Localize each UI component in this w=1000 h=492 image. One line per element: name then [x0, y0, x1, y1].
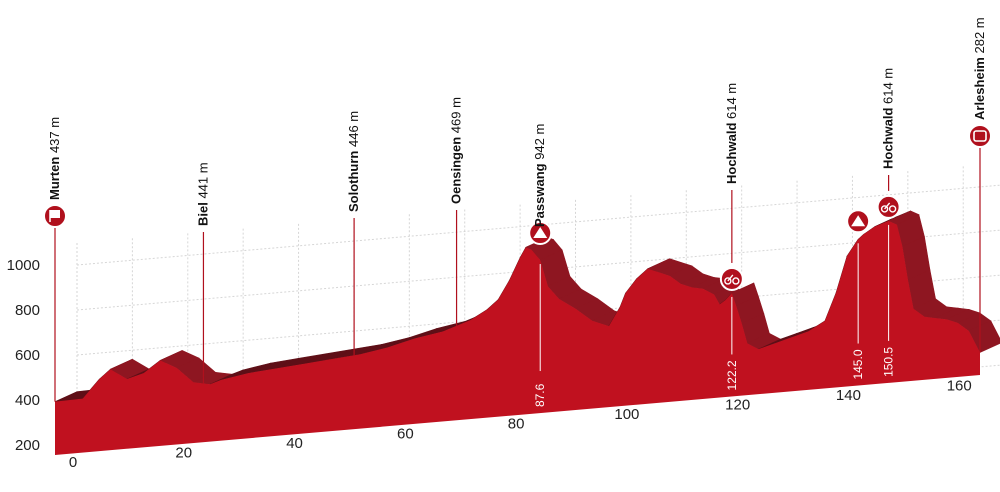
location-altitude: 469 m [449, 97, 464, 137]
location-altitude: 942 m [532, 124, 547, 164]
location-altitude: 437 m [47, 117, 62, 157]
sprint-bike-icon [876, 194, 901, 219]
mountain-shape [851, 215, 866, 227]
location-altitude: 614 m [881, 68, 896, 108]
location-label: Solothurn 446 m [346, 111, 361, 212]
y-tick-label: 1000 [7, 257, 40, 274]
location-label: Oensingen 469 m [449, 97, 464, 204]
location-name: Solothurn [346, 151, 361, 212]
x-tick-label: 40 [286, 435, 303, 452]
x-tick-label: 120 [725, 397, 750, 414]
location-label: Passwang 942 m [532, 124, 547, 227]
y-tick-label: 800 [15, 302, 40, 319]
km-marker-label: 150.5 [882, 347, 896, 377]
y-tick-label: 200 [15, 437, 40, 454]
x-tick-label: 60 [397, 425, 414, 442]
bike-frame [884, 202, 891, 210]
x-tick-label: 100 [614, 406, 639, 423]
location-name: Hochwald [881, 108, 896, 169]
bike-frame [727, 274, 734, 282]
profile-body [54, 210, 1000, 455]
sprint-bike-icon-bg [719, 266, 744, 291]
sprint-bike-icon-bg [876, 194, 901, 219]
x-tick-label: 0 [69, 454, 77, 471]
location-name: Biel [195, 202, 210, 226]
y-tick-label: 400 [15, 392, 40, 409]
y-axis: 200 400 600 800 1000 [7, 257, 40, 454]
location-altitude: 446 m [346, 111, 361, 151]
location-label: Murten 437 m [47, 117, 62, 200]
location-name: Hochwald [724, 123, 739, 184]
location-label: Hochwald 614 m [881, 68, 896, 169]
y-tick-label: 600 [15, 347, 40, 364]
x-tick-label: 160 [947, 377, 972, 394]
x-tick-label: 20 [175, 444, 192, 461]
location-altitude: 441 m [195, 162, 210, 202]
start-flag-icon [43, 204, 67, 228]
profile-front-face [55, 220, 980, 455]
x-tick-label: 140 [836, 387, 861, 404]
bike-wheel [888, 205, 897, 213]
bike-wheel [724, 277, 732, 285]
location-name: Murten [47, 157, 62, 200]
locations: Murten 437 m Biel 441 m Solothurn 446 m Oen… [43, 17, 992, 402]
km-marker-label: 87.6 [533, 383, 547, 407]
x-tick-label: 80 [508, 416, 525, 433]
bike-wheel [732, 277, 740, 285]
location-name: Arlesheim [972, 57, 987, 120]
location-name: Oensingen [449, 137, 464, 204]
location-label: Biel 441 m [195, 162, 210, 226]
location-altitude: 614 m [724, 83, 739, 123]
flag-shape [50, 210, 60, 218]
km-marker-label: 122.2 [725, 360, 739, 390]
mountain-cat3-icon [846, 209, 871, 234]
finish-icon [968, 124, 992, 148]
location-name: Passwang [532, 163, 547, 227]
km-marker-label: 145.0 [851, 349, 865, 379]
location-label: Hochwald 614 m [724, 83, 739, 184]
location-label: Arlesheim 282 m [972, 17, 987, 120]
finish-icon-bg [968, 124, 992, 148]
bike-wheel [880, 205, 889, 213]
sprint-bike-icon [719, 266, 744, 291]
location-altitude: 282 m [972, 17, 987, 57]
km-markers: 87.6 122.2 145.0 150.5 [533, 224, 896, 407]
mountain-cat1-icon [528, 221, 553, 245]
mountain-shape [533, 227, 548, 238]
x-axis: 0 20 40 60 80 100 120 140 160 [69, 377, 972, 471]
finish-arch [973, 130, 987, 142]
